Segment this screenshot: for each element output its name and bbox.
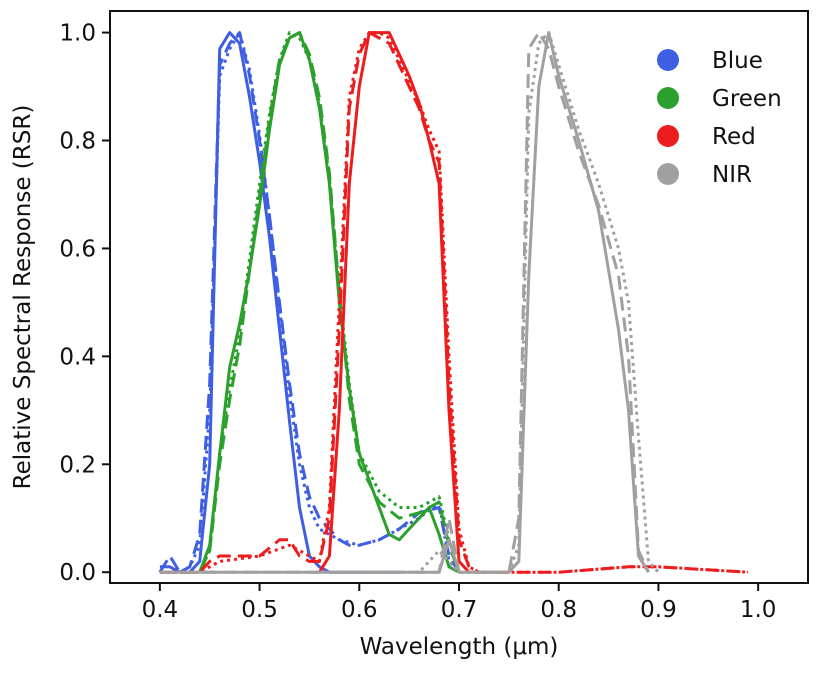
legend-label-blue: Blue [712,48,763,74]
x-tick-label: 0.5 [241,597,278,623]
series-line-green-dotted [198,31,461,573]
legend: Blue Green Red NIR [657,48,782,188]
x-axis-label: Wavelength (μm) [360,634,559,660]
series-line-nir-dotted [359,31,660,574]
legend-label-green: Green [712,86,782,112]
series-line-nir-dashed [159,31,650,574]
legend-marker-red [657,125,679,147]
series-line-red-solid [318,31,471,574]
legend-marker-blue [657,49,679,71]
legend-label-red: Red [712,124,756,150]
series-line-blue-dashed [158,31,461,574]
legend-label-nir: NIR [712,162,752,188]
x-tick-label: 0.4 [142,597,179,623]
y-tick-label: 1.0 [59,21,96,47]
x-tick-label: 0.8 [540,597,577,623]
y-axis-label: Relative Spectral Response (RSR) [10,105,36,490]
x-tick-label: 0.7 [441,597,478,623]
series-layer [158,31,749,574]
x-tick-label: 0.6 [341,597,378,623]
series-line-green-dashed [198,31,461,573]
y-tick-label: 0.8 [59,129,96,155]
y-tick-label: 0.2 [59,452,96,478]
axis-layer: 0.4 0.5 0.6 0.7 0.8 0.9 1.0 0.0 0.2 0.4 0.6 0.8 1.0 [59,21,776,623]
legend-marker-green [657,87,679,109]
y-tick-label: 0.6 [59,236,96,262]
x-tick-label: 1.0 [740,597,777,623]
y-tick-label: 0.0 [59,560,96,586]
x-tick-label: 0.9 [640,597,677,623]
y-tick-label: 0.4 [59,344,96,370]
legend-marker-nir [657,163,679,185]
